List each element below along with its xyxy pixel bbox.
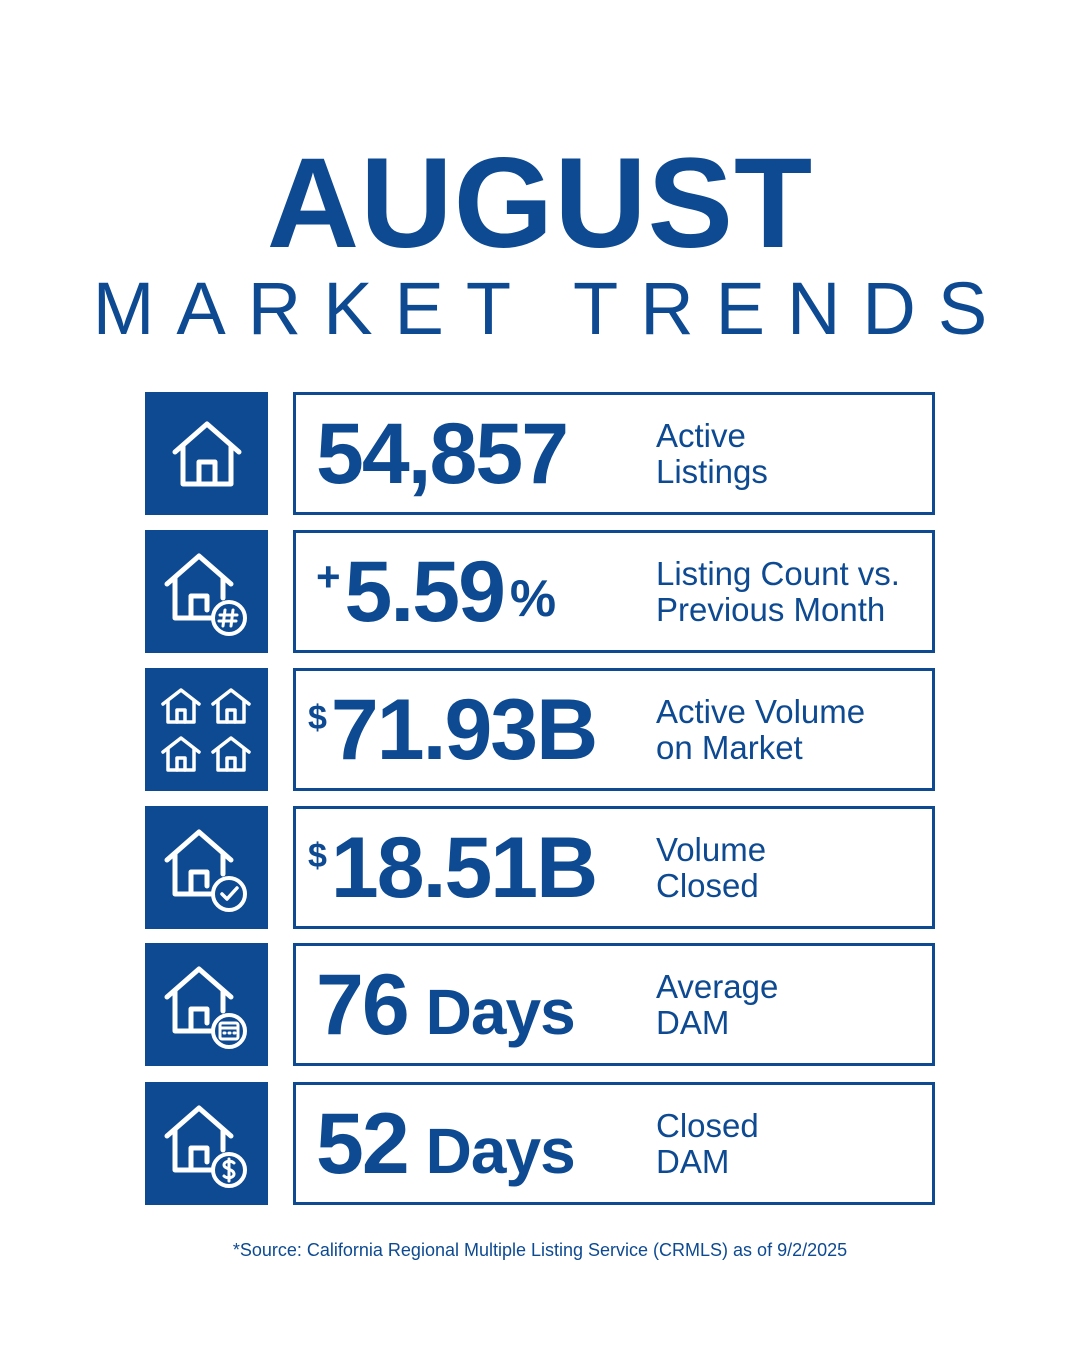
stat-label-line2: Listings bbox=[656, 452, 768, 490]
stat-label-line1: Listing Count vs. bbox=[656, 554, 900, 592]
stat-card: 76 Days Average DAM bbox=[293, 943, 935, 1066]
four-houses-icon bbox=[160, 687, 251, 772]
stat-unit: Days bbox=[425, 975, 576, 1048]
stat-icon-box bbox=[145, 392, 268, 515]
stat-label-line1: Active bbox=[656, 416, 746, 454]
stat-label-line1: Average bbox=[656, 967, 779, 1005]
page-subtitle: MARKET TRENDS bbox=[92, 267, 1010, 350]
stat-label: Closed DAM bbox=[656, 1085, 759, 1202]
stat-label-line2: DAM bbox=[656, 1003, 730, 1041]
stat-value: + 5.59 % bbox=[316, 533, 556, 650]
stat-prefix: $ bbox=[308, 837, 327, 875]
stat-label: Listing Count vs. Previous Month bbox=[656, 533, 900, 650]
stat-label-line2: Previous Month bbox=[656, 590, 886, 628]
stat-label: Average DAM bbox=[656, 946, 778, 1063]
stat-label-line1: Active Volume bbox=[656, 692, 866, 730]
house-icon bbox=[172, 421, 241, 486]
stat-icon-box bbox=[145, 806, 268, 929]
stat-label-line2: on Market bbox=[656, 728, 803, 766]
page-title: AUGUST bbox=[266, 132, 814, 275]
source-footnote: *Source: California Regional Multiple Li… bbox=[232, 1240, 848, 1260]
stat-row-active-volume: $ 71.93B Active Volume on Market bbox=[145, 668, 935, 791]
stat-unit: Days bbox=[425, 1114, 576, 1187]
stat-card: $ 18.51B Volume Closed bbox=[293, 806, 935, 929]
stat-label-line2: Closed bbox=[656, 866, 759, 904]
stat-row-closed-dam: 52 Days Closed DAM bbox=[145, 1082, 935, 1205]
house-number-icon bbox=[164, 553, 247, 636]
house-check-icon bbox=[164, 829, 247, 912]
house-dollar-icon bbox=[164, 1105, 247, 1188]
house-calendar-icon bbox=[164, 966, 247, 1049]
stat-label-line1: Closed bbox=[656, 1106, 759, 1144]
stat-prefix: $ bbox=[308, 699, 327, 737]
stat-number: 5.59 bbox=[344, 543, 506, 640]
stat-label-line2: DAM bbox=[656, 1142, 730, 1180]
stat-row-volume-closed: $ 18.51B Volume Closed bbox=[145, 806, 935, 929]
stat-number: 52 bbox=[316, 1095, 410, 1192]
stat-icon-box bbox=[145, 943, 268, 1066]
stat-row-active-listings: 54,857 Active Listings bbox=[145, 392, 935, 515]
stat-card: 52 Days Closed DAM bbox=[293, 1082, 935, 1205]
stat-card: 54,857 Active Listings bbox=[293, 392, 935, 515]
stat-suffix: % bbox=[509, 569, 557, 628]
stat-label: Active Listings bbox=[656, 395, 768, 512]
stat-icon-box bbox=[145, 668, 268, 791]
stat-icon-box bbox=[145, 1082, 268, 1205]
stat-label: Volume Closed bbox=[656, 809, 766, 926]
stat-value: 52 Days bbox=[316, 1085, 576, 1202]
stat-label: Active Volume on Market bbox=[656, 671, 865, 788]
stat-value: 54,857 bbox=[316, 395, 569, 512]
stat-row-listing-count: + 5.59 % Listing Count vs. Previous Mont… bbox=[145, 530, 935, 653]
stat-number: 18.51B bbox=[330, 819, 598, 916]
stat-number: 71.93B bbox=[330, 681, 598, 778]
stat-value: $ 71.93B bbox=[308, 671, 598, 788]
stat-value: 76 Days bbox=[316, 946, 576, 1063]
stat-prefix: + bbox=[316, 553, 341, 600]
stat-value: $ 18.51B bbox=[308, 809, 598, 926]
stat-row-average-dam: 76 Days Average DAM bbox=[145, 943, 935, 1066]
stat-icon-box bbox=[145, 530, 268, 653]
stat-number: 54,857 bbox=[316, 405, 569, 502]
stat-number: 76 bbox=[316, 956, 410, 1053]
stat-card: $ 71.93B Active Volume on Market bbox=[293, 668, 935, 791]
stat-label-line1: Volume bbox=[656, 830, 767, 868]
stat-card: + 5.59 % Listing Count vs. Previous Mont… bbox=[293, 530, 935, 653]
